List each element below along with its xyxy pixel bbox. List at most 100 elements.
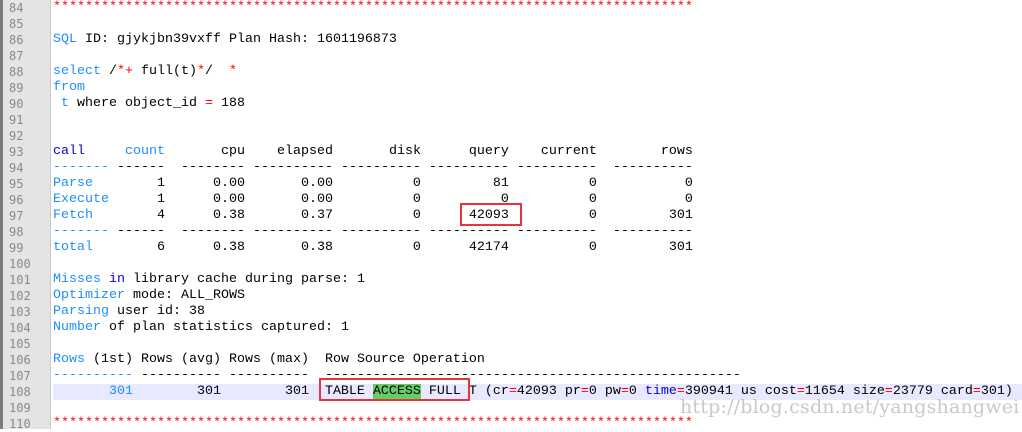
- line-number: 88: [9, 65, 24, 79]
- line-number: 97: [9, 209, 24, 223]
- code-token: Rows: [53, 352, 85, 367]
- code-token: of plan statistics captured: 1: [101, 320, 349, 335]
- code-line[interactable]: 94 ------- ------ -------- ---------- ---…: [0, 160, 1022, 176]
- line-text: Execute 1 0.00 0.00 0 0 0 0: [53, 192, 693, 208]
- code-line[interactable]: 98 ------- ------ -------- ---------- ---…: [0, 224, 1022, 240]
- code-token: -------: [53, 224, 109, 239]
- code-line[interactable]: 95 Parse 1 0.00 0.00 0 81 0 0: [0, 176, 1022, 192]
- line-number: 104: [9, 321, 31, 335]
- code-line[interactable]: 99 total 6 0.38 0.38 0 42174 0 301: [0, 240, 1022, 256]
- line-number: 108: [9, 385, 31, 399]
- code-token: ****************************************…: [53, 0, 693, 15]
- code-line[interactable]: 90 t where object_id = 188: [0, 96, 1022, 112]
- code-line[interactable]: 92: [0, 128, 1022, 144]
- code-token: total: [53, 240, 93, 255]
- code-line[interactable]: 85: [0, 16, 1022, 32]
- code-token: *+: [117, 64, 133, 79]
- code-token: 4 0.38 0.37 0 42093 0 301: [93, 208, 693, 223]
- line-number: 107: [9, 369, 31, 383]
- code-line[interactable]: 102 Optimizer mode: ALL_ROWS: [0, 288, 1022, 304]
- line-text: Number of plan statistics captured: 1: [53, 320, 349, 336]
- code-token: Parsing: [53, 304, 109, 319]
- line-number: 99: [9, 241, 24, 255]
- code-line[interactable]: 84 **************************************…: [0, 0, 1022, 16]
- code-token: count: [125, 144, 165, 159]
- line-text: from: [53, 80, 85, 96]
- window-edge: [0, 0, 3, 429]
- code-token: 301: [53, 384, 133, 399]
- code-token: Fetch: [53, 208, 93, 223]
- code-line[interactable]: 87: [0, 48, 1022, 64]
- code-token: ID: gjykjbn39vxff Plan Hash: 1601196873: [77, 32, 397, 47]
- line-text: Parse 1 0.00 0.00 0 81 0 0: [53, 176, 693, 192]
- code-line[interactable]: 103 Parsing user id: 38: [0, 304, 1022, 320]
- code-token: -------: [53, 160, 109, 175]
- code-line[interactable]: 93 call count cpu elapsed disk query curr…: [0, 144, 1022, 160]
- line-number: 102: [9, 289, 31, 303]
- line-number: 101: [9, 273, 31, 287]
- code-line[interactable]: 110 *************************************…: [0, 416, 1022, 432]
- line-text: t where object_id = 188: [53, 96, 245, 112]
- code-token: 42093 pr: [516, 384, 581, 399]
- line-number: 96: [9, 193, 24, 207]
- code-token: [85, 144, 125, 159]
- line-number: 92: [9, 129, 24, 143]
- code-token: cpu elapsed disk query current rows: [165, 144, 693, 159]
- code-line[interactable]: 105: [0, 336, 1022, 352]
- code-line[interactable]: 100: [0, 256, 1022, 272]
- line-number: 106: [9, 353, 31, 367]
- line-text: ****************************************…: [53, 0, 693, 16]
- code-token: =: [508, 384, 517, 399]
- code-token: 6 0.38 0.38 0 42174 0 301: [93, 240, 693, 255]
- code-token: time: [644, 384, 677, 399]
- code-token: 301): [980, 384, 1013, 399]
- code-line[interactable]: 107 ---------- ---------- ---------- ----…: [0, 368, 1022, 384]
- line-number: 93: [9, 145, 24, 159]
- code-line[interactable]: 96 Execute 1 0.00 0.00 0 0 0 0: [0, 192, 1022, 208]
- code-token: 1 0.00 0.00 0 0 0 0: [109, 192, 693, 207]
- line-text: Parsing user id: 38: [53, 304, 205, 320]
- code-token: Parse: [53, 176, 93, 191]
- line-number: 103: [9, 305, 31, 319]
- code-token: in: [109, 272, 125, 287]
- line-text: ****************************************…: [53, 416, 693, 432]
- line-number: 105: [9, 337, 31, 351]
- code-line[interactable]: 108 301 301 301 TABLE ACCESS FULL T (cr=…: [0, 384, 1022, 400]
- line-number: 85: [9, 17, 24, 31]
- code-token: 23779 card: [892, 384, 973, 399]
- code-token: 1 0.00 0.00 0 81 0 0: [93, 176, 693, 191]
- line-text: 301 301 301 TABLE ACCESS FULL T (cr=4209…: [53, 384, 1013, 400]
- code-token: t: [53, 96, 69, 111]
- code-token: call: [53, 144, 85, 159]
- line-text: total 6 0.38 0.38 0 42174 0 301: [53, 240, 693, 256]
- code-token: FULL T (cr: [420, 384, 509, 399]
- code-line[interactable]: 88 select /*+ full(t)*/ *: [0, 64, 1022, 80]
- code-line[interactable]: 109: [0, 400, 1022, 416]
- code-token: library cache during parse: 1: [125, 272, 365, 287]
- code-token: Optimizer: [53, 288, 125, 303]
- code-token: *: [197, 64, 205, 79]
- code-token: 0: [628, 384, 645, 399]
- code-token: (1st) Rows (avg) Rows (max) Row Source O…: [85, 352, 485, 367]
- line-number: 110: [9, 417, 31, 431]
- code-token: ----------: [53, 368, 133, 383]
- line-text: Rows (1st) Rows (avg) Rows (max) Row Sou…: [53, 352, 485, 368]
- code-line[interactable]: 89 from: [0, 80, 1022, 96]
- line-number: 84: [9, 1, 24, 15]
- line-text: SQL ID: gjykjbn39vxff Plan Hash: 1601196…: [53, 32, 397, 48]
- code-token: =: [676, 384, 685, 399]
- code-line[interactable]: 91: [0, 112, 1022, 128]
- line-number: 98: [9, 225, 24, 239]
- code-line[interactable]: 86 SQL ID: gjykjbn39vxff Plan Hash: 16011…: [0, 32, 1022, 48]
- code-token: *: [229, 64, 237, 79]
- code-line[interactable]: 104 Number of plan statistics captured: 1: [0, 320, 1022, 336]
- line-number: 89: [9, 81, 24, 95]
- code-line[interactable]: 106 Rows (1st) Rows (avg) Rows (max) Row …: [0, 352, 1022, 368]
- code-token: 188: [212, 96, 245, 111]
- code-line[interactable]: 101 Misses in library cache during parse:…: [0, 272, 1022, 288]
- code-token: full(t): [133, 64, 197, 79]
- code-line[interactable]: 97 Fetch 4 0.38 0.37 0 42093 0 301: [0, 208, 1022, 224]
- code-token: from: [53, 80, 85, 95]
- code-token: user id: 38: [109, 304, 205, 319]
